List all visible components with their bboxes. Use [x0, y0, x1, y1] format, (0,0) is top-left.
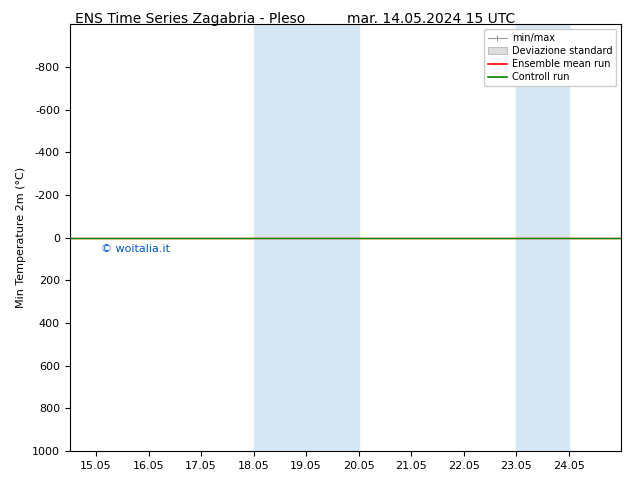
Y-axis label: Min Temperature 2m (°C): Min Temperature 2m (°C) [16, 167, 27, 308]
Bar [306, 24, 359, 451]
Bar [516, 24, 569, 451]
Text: mar. 14.05.2024 15 UTC: mar. 14.05.2024 15 UTC [347, 12, 515, 26]
Legend: min/max, Deviazione standard, Ensemble mean run, Controll run: min/max, Deviazione standard, Ensemble m… [484, 29, 616, 86]
Bar [254, 24, 306, 451]
Text: © woitalia.it: © woitalia.it [101, 244, 171, 254]
Text: ENS Time Series Zagabria - Pleso: ENS Time Series Zagabria - Pleso [75, 12, 306, 26]
